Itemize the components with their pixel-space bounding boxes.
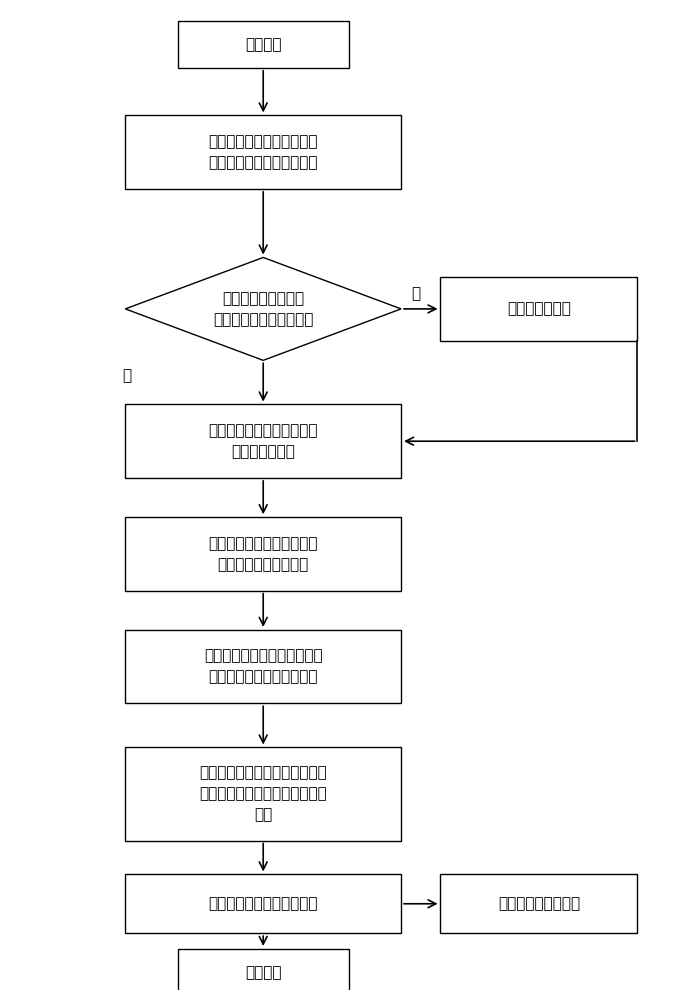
Text: 剔除该运行数据: 剔除该运行数据	[507, 301, 571, 316]
Bar	[440, 874, 637, 933]
Bar	[178, 21, 349, 68]
Text: 开始评估: 开始评估	[245, 37, 281, 52]
Bar	[125, 404, 401, 478]
Bar	[440, 277, 637, 341]
Text: 否: 否	[122, 368, 131, 383]
Bar	[125, 630, 401, 703]
Text: 计算所有锂电池组串在各运行
时刻的等效电压标准差系数: 计算所有锂电池组串在各运行 时刻的等效电压标准差系数	[204, 649, 323, 685]
Text: 执行相应的检修策略: 执行相应的检修策略	[498, 896, 580, 911]
Text: 计算各锂电池组串在各运行
时刻的等效电压: 计算各锂电池组串在各运行 时刻的等效电压	[209, 423, 318, 459]
Bar	[125, 874, 401, 933]
Bar	[125, 115, 401, 189]
Text: 输入某储能单元中各锂电池
组串的运行电压和运行电流: 输入某储能单元中各锂电池 组串的运行电压和运行电流	[209, 134, 318, 170]
Polygon shape	[125, 257, 401, 360]
Bar	[178, 949, 349, 996]
Bar	[125, 747, 401, 841]
Bar	[125, 517, 401, 591]
Text: 计算各锂电池组串在各运行
时刻的等效电压偏差值: 计算各锂电池组串在各运行 时刻的等效电压偏差值	[209, 536, 318, 572]
Text: 评估锂电池组串的运行状态: 评估锂电池组串的运行状态	[209, 896, 318, 911]
Text: 根据等效电压偏差值、等效电压
标准差系数评估锂电池组串的一
致性: 根据等效电压偏差值、等效电压 标准差系数评估锂电池组串的一 致性	[199, 766, 327, 822]
Text: 是: 是	[411, 286, 420, 301]
Text: 电流是否为零或前后
时刻运行电流差是否为零: 电流是否为零或前后 时刻运行电流差是否为零	[213, 291, 313, 327]
Text: 评估结束: 评估结束	[245, 965, 281, 980]
